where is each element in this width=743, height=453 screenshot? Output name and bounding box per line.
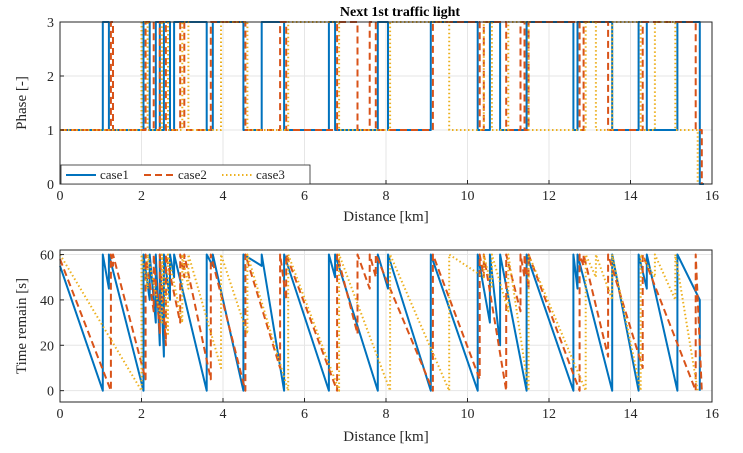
x-tick-label: 16: [705, 407, 719, 422]
y-tick-label: 0: [47, 385, 54, 400]
y-tick-label: 40: [40, 294, 54, 309]
time-remain-plot: 0 2 4 6 8 10 12 14 16 0 20 40 60 Distance [km] Time…: [14, 249, 719, 445]
y-tick-label: 3: [47, 16, 54, 31]
time-remain-plot-grid: [59, 250, 713, 402]
x-tick-label: 2: [138, 189, 145, 204]
legend-label-case1: case1: [100, 167, 129, 182]
legend: case1 case2 case3: [60, 164, 311, 185]
x-tick-label: 16: [705, 189, 719, 204]
y-tick-label: 60: [40, 249, 54, 264]
legend-label-case3: case3: [256, 167, 285, 182]
y-tick-label: 1: [47, 124, 54, 139]
time-remain-plot-xlabel: Distance [km]: [343, 429, 428, 445]
x-tick-label: 10: [461, 189, 475, 204]
x-tick-label: 2: [138, 407, 145, 422]
phase-plot-ylabel: Phase [-]: [14, 76, 30, 130]
x-tick-label: 12: [542, 189, 556, 204]
x-tick-label: 12: [542, 407, 556, 422]
time-remain-plot-yticks: 0 20 40 60: [40, 249, 64, 400]
x-tick-label: 10: [461, 407, 475, 422]
y-tick-label: 0: [47, 178, 54, 193]
series-case1: [59, 253, 701, 392]
phase-plot-xlabel: Distance [km]: [343, 209, 428, 225]
x-tick-label: 8: [383, 189, 390, 204]
y-tick-label: 2: [47, 70, 54, 85]
time-remain-plot-ylabel: Time remain [s]: [14, 278, 30, 374]
legend-box: [60, 164, 311, 185]
x-tick-label: 6: [301, 189, 308, 204]
x-tick-label: 4: [220, 407, 227, 422]
legend-label-case2: case2: [178, 167, 207, 182]
series-case2: [60, 21, 703, 184]
chart-title: Next 1st traffic light: [340, 5, 460, 20]
time-remain-plot-series: [59, 253, 703, 392]
series-case2: [59, 253, 703, 392]
x-tick-label: 0: [57, 407, 64, 422]
time-remain-plot-xticks: 0 2 4 6 8 10 12 14 16: [57, 398, 719, 422]
y-tick-label: 20: [40, 339, 54, 354]
x-tick-label: 8: [383, 407, 390, 422]
x-tick-label: 0: [57, 189, 64, 204]
x-tick-label: 14: [624, 407, 638, 422]
x-tick-label: 6: [301, 407, 308, 422]
x-tick-label: 14: [624, 189, 638, 204]
series-case3: [59, 253, 699, 392]
x-tick-label: 4: [220, 189, 227, 204]
